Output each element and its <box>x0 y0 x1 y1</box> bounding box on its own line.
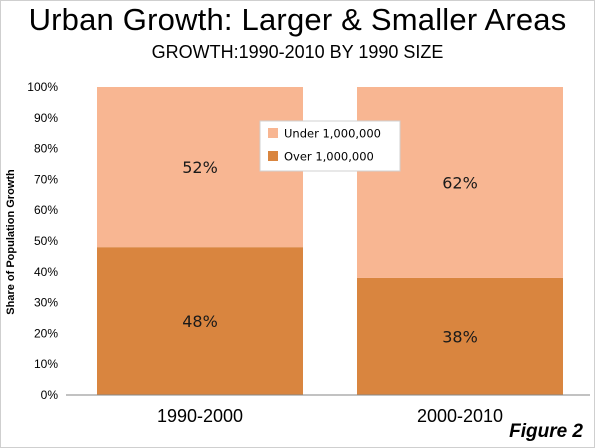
legend-box <box>259 120 401 172</box>
bar-data-label: 38% <box>442 327 478 346</box>
bar-data-labels: 48% 52% 38% 62% <box>182 158 478 346</box>
y-tick-label: 20% <box>34 326 58 340</box>
legend-swatch <box>268 151 278 161</box>
legend-swatch <box>268 128 278 138</box>
y-tick-label: 30% <box>34 296 58 310</box>
y-tick-label: 60% <box>34 203 58 217</box>
y-tick-label: 100% <box>27 80 58 94</box>
bars <box>97 87 563 395</box>
chart-title: Urban Growth: Larger & Smaller Areas <box>28 2 567 37</box>
bar-segment <box>357 87 563 278</box>
bar-segment <box>97 247 303 395</box>
x-tick-label: 1990-2000 <box>157 406 243 426</box>
y-axis-tick-labels: 0% 10% 20% 30% 40% 50% 60% 70% 80% 90% 100% <box>27 80 58 402</box>
bar-data-label: 48% <box>182 312 218 331</box>
legend: Under 1,000,000 Over 1,000,000 <box>259 120 401 172</box>
y-tick-label: 10% <box>34 357 58 371</box>
figure-label: Figure 2 <box>509 421 583 442</box>
chart-subtitle: GROWTH:1990-2010 BY 1990 SIZE <box>151 42 444 62</box>
y-tick-label: 90% <box>34 111 58 125</box>
y-axis-title: Share of Population Growth <box>5 169 17 315</box>
y-tick-label: 70% <box>34 172 58 186</box>
x-axis-tick-labels: 1990-2000 2000-2010 <box>157 406 503 426</box>
x-tick-label: 2000-2010 <box>417 406 503 426</box>
bar-data-label: 62% <box>442 173 478 192</box>
y-tick-label: 0% <box>41 388 59 402</box>
legend-label: Under 1,000,000 <box>284 127 381 141</box>
y-tick-label: 40% <box>34 265 58 279</box>
y-tick-label: 80% <box>34 142 58 156</box>
y-tick-label: 50% <box>34 234 58 248</box>
bar-segment <box>357 277 563 395</box>
bar-data-label: 52% <box>182 158 218 177</box>
legend-label: Over 1,000,000 <box>284 150 374 164</box>
